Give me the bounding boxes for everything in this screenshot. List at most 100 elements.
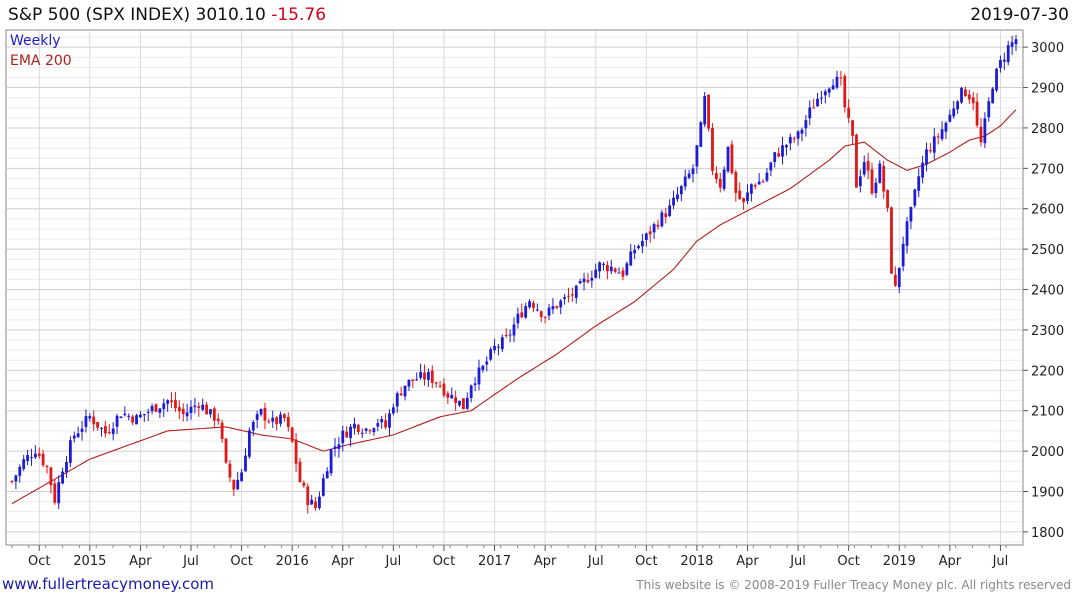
candle-body [49, 467, 53, 486]
candle-body [641, 240, 644, 247]
candle-body [302, 482, 306, 486]
candle [1006, 40, 1010, 66]
candle-body [391, 407, 395, 414]
candle [827, 87, 831, 98]
candle-body [964, 89, 967, 97]
candle-body [232, 479, 236, 490]
candle-body [796, 131, 800, 139]
candle [395, 391, 399, 413]
candle-body [928, 149, 932, 152]
candle [14, 474, 18, 490]
candle [567, 287, 570, 303]
candle [664, 207, 668, 224]
candle-body [633, 250, 637, 254]
candle-body [967, 94, 971, 100]
candle-body [570, 294, 574, 296]
candle [788, 133, 792, 151]
candle-body [481, 365, 485, 370]
candle [960, 86, 963, 104]
candle [964, 86, 967, 97]
candle [769, 161, 773, 177]
candle [407, 379, 411, 391]
candle-body [411, 379, 415, 382]
candle [508, 329, 512, 343]
candle-body [271, 417, 275, 422]
candle-body [14, 475, 18, 482]
candle [516, 307, 520, 329]
candle-body [462, 398, 465, 410]
candle-body [61, 471, 64, 484]
candle [738, 182, 742, 200]
candle [220, 419, 224, 443]
x-tick-label: Apr [332, 554, 355, 569]
candle-body [372, 428, 376, 433]
candle-body [1014, 39, 1018, 45]
candle-body [189, 406, 193, 413]
candle-body [247, 430, 251, 457]
candle [656, 219, 660, 230]
candle-body [22, 459, 26, 469]
candle-body [722, 169, 726, 189]
site-link[interactable]: www.fullertreacymoney.com [2, 575, 215, 593]
candle-body [368, 430, 372, 432]
candle [426, 368, 430, 387]
candle [570, 287, 574, 302]
candle-body [423, 372, 426, 380]
candle [294, 432, 298, 472]
candle [72, 431, 76, 443]
candle-body [30, 457, 33, 459]
candle-body [563, 297, 566, 299]
candle [244, 448, 247, 472]
candle [228, 460, 232, 483]
candle [714, 166, 718, 184]
candle-body [539, 311, 543, 317]
candle-body [57, 482, 61, 504]
candle [816, 92, 819, 107]
candle [847, 99, 851, 124]
candle-body [290, 427, 294, 442]
candle-body [995, 68, 998, 91]
candle-body [761, 181, 765, 183]
candle-body [107, 432, 111, 434]
copyright-notice: This website is © 2008-2019 Fuller Treac… [636, 578, 1071, 592]
x-tick-label: Jul [789, 554, 806, 569]
candle-body [88, 416, 92, 419]
candle [613, 267, 617, 274]
candle [419, 363, 423, 380]
candle [123, 406, 127, 417]
candle [878, 160, 882, 184]
candle [442, 378, 446, 398]
candle [652, 222, 656, 239]
candle-body [699, 122, 703, 147]
candle [687, 169, 691, 180]
candle-body [275, 417, 279, 425]
candle [909, 206, 913, 230]
candle [761, 179, 765, 183]
x-tick-label: 2015 [73, 554, 106, 569]
candle-body [757, 181, 761, 185]
x-tick-label: Apr [939, 554, 962, 569]
candle-body [321, 478, 325, 496]
candle-body [555, 306, 559, 309]
candle [535, 303, 539, 312]
candle [812, 98, 816, 109]
candle-body [18, 466, 22, 476]
candle-body [660, 212, 664, 227]
candle-body [668, 205, 672, 216]
candle [493, 338, 496, 354]
candle-body [185, 412, 189, 417]
candle [438, 380, 442, 389]
candle-body [932, 136, 936, 153]
candle [154, 403, 158, 413]
candle-body [535, 309, 539, 311]
candle-body [753, 184, 757, 187]
chart-date: 2019-07-30 [970, 5, 1069, 25]
candle-body [582, 278, 586, 283]
candle [574, 284, 578, 304]
candle [232, 479, 236, 497]
y-tick-label: 2500 [1031, 243, 1064, 258]
y-tick-label: 1800 [1031, 526, 1064, 541]
x-tick-label: Jul [385, 554, 402, 569]
candle [683, 169, 687, 191]
candle [224, 437, 228, 464]
